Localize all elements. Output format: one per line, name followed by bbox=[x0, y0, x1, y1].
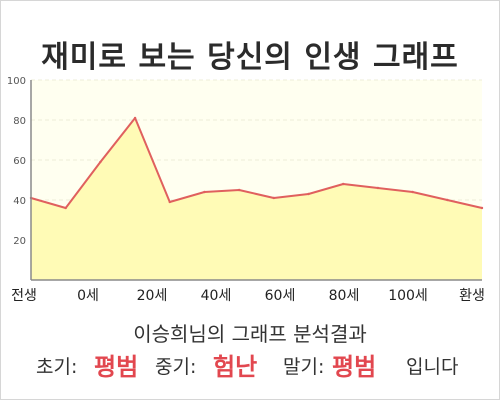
data-point bbox=[237, 188, 241, 192]
x-tick-label: 20세 bbox=[137, 288, 168, 304]
x-tick-label: 환생 bbox=[459, 288, 485, 304]
data-point bbox=[307, 192, 310, 196]
x-tick-label: 80세 bbox=[329, 288, 360, 304]
data-point bbox=[376, 186, 380, 190]
data-point bbox=[64, 206, 67, 210]
y-tick-label: 20 bbox=[13, 236, 26, 247]
early-label: 초기: bbox=[36, 356, 78, 378]
area-fill bbox=[31, 118, 482, 280]
data-point bbox=[411, 190, 414, 194]
series-line bbox=[30, 117, 483, 209]
data-point bbox=[446, 198, 449, 202]
mid-label: 중기: bbox=[155, 356, 197, 378]
x-tick-label: 100세 bbox=[388, 288, 428, 304]
analysis-heading: 이승희님의 그래프 분석결과 bbox=[133, 322, 367, 346]
early-verdict: 평범 bbox=[94, 353, 139, 381]
data-point bbox=[99, 160, 102, 164]
data-point bbox=[480, 206, 484, 210]
y-tick-label: 60 bbox=[13, 156, 26, 167]
late-verdict: 평범 bbox=[332, 353, 377, 381]
ending-text: 입니다 bbox=[406, 356, 459, 378]
late-label: 말기: bbox=[283, 356, 325, 378]
y-tick-label: 80 bbox=[13, 116, 26, 127]
data-point bbox=[272, 196, 276, 200]
data-point bbox=[168, 200, 171, 204]
x-tick-label: 40세 bbox=[201, 288, 232, 304]
x-tick-label: 60세 bbox=[265, 288, 296, 304]
y-tick-label: 40 bbox=[13, 196, 26, 207]
data-point bbox=[203, 190, 206, 194]
x-tick-label: 0세 bbox=[77, 288, 99, 304]
data-point bbox=[342, 182, 345, 186]
analysis-result: 초기: 평범 중기: 험난 말기: 평범 입니다 bbox=[0, 342, 500, 382]
data-point bbox=[133, 116, 137, 120]
page-title: 재미로 보는 당신의 인생 그래프 bbox=[41, 40, 459, 75]
mid-verdict: 험난 bbox=[213, 353, 258, 381]
x-tick-label: 전생 bbox=[11, 288, 37, 304]
y-tick-label: 100 bbox=[7, 76, 26, 87]
